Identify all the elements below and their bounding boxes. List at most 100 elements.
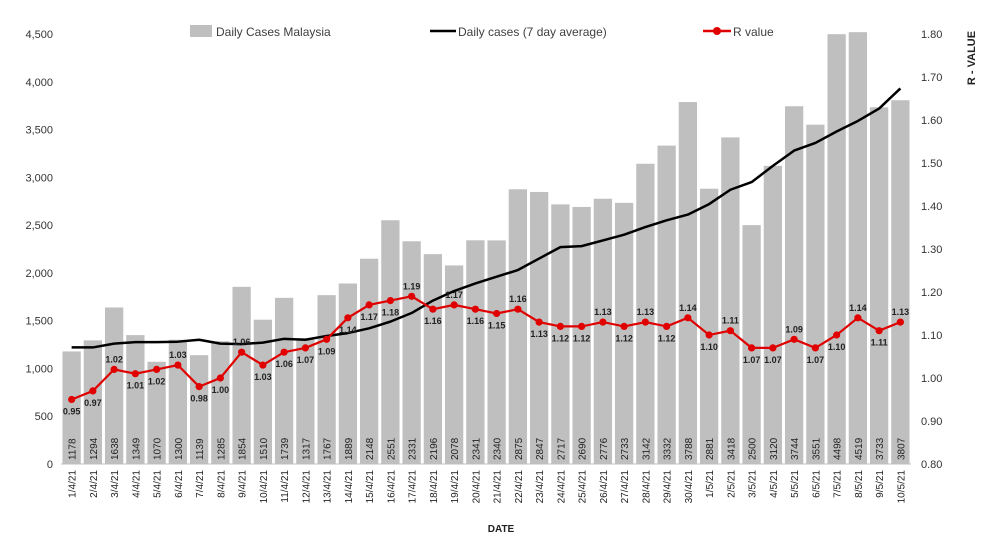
r-value-point [450, 301, 458, 309]
axes-group: 0 500 1,000 1,500 2,000 2,500 3,000 3,500 4,000 4… [25, 29, 942, 503]
r-value-label: 1.00 [212, 385, 230, 395]
x-tick-label: 5/4/21 [153, 470, 164, 498]
x-tick-label: 1/5/21 [705, 470, 716, 498]
bar-value-label: 2875 [514, 437, 525, 460]
bar [593, 198, 613, 464]
r-value-label: 1.07 [743, 355, 761, 365]
x-tick-label: 4/5/21 [769, 470, 780, 498]
r-value-group: 0.950.971.021.01 1.021.030.981.001.061.03… [63, 281, 909, 416]
bar-value-label: 1854 [238, 437, 249, 460]
x-tick-label: 19/4/21 [450, 470, 461, 504]
bar [508, 189, 528, 464]
r-value-label: 0.98 [190, 394, 208, 404]
legend-swatch-bars [190, 25, 212, 37]
x-tick-label: 18/4/21 [429, 470, 440, 504]
bar [338, 283, 358, 464]
r-value-label: 1.16 [424, 316, 442, 326]
bar-value-label: 3332 [663, 437, 674, 460]
x-tick-label: 7/4/21 [195, 470, 206, 498]
r-value-point [280, 348, 288, 356]
bar [763, 165, 783, 464]
bar [296, 338, 315, 464]
r-value-point [386, 297, 394, 305]
r-value-label: 1.15 [488, 321, 506, 331]
bar [657, 145, 676, 464]
bar-value-label: 3744 [790, 437, 801, 460]
r-value-point [790, 335, 798, 343]
bar-value-label: 1178 [68, 438, 79, 460]
r-value-label: 1.02 [148, 376, 166, 386]
x-tick-label: 17/4/21 [408, 470, 419, 504]
r-value-point [875, 327, 883, 335]
r-value-label: 1.03 [169, 350, 187, 360]
x-tick-label: 20/4/21 [471, 470, 482, 504]
x-tick-label: 30/4/21 [684, 470, 695, 504]
r-value-label: 1.09 [785, 324, 803, 334]
r-value-point [833, 331, 841, 339]
r-value-label: 1.13 [637, 307, 655, 317]
bar [721, 137, 740, 464]
x-tick-label: 2/5/21 [726, 470, 737, 498]
x-tick-label: 29/4/21 [663, 470, 674, 504]
bar-value-label: 2078 [450, 437, 461, 460]
bar-value-label: 3788 [684, 437, 695, 460]
bar-value-label: 2690 [578, 437, 589, 460]
r-value-label: 1.06 [275, 359, 293, 369]
bar [466, 240, 485, 464]
bar [572, 206, 591, 464]
x-tick-label: 8/5/21 [854, 470, 865, 498]
r-value-label: 1.17 [360, 312, 378, 322]
bar [381, 220, 400, 464]
bar-value-label: 3120 [769, 437, 780, 460]
x-tick-label: 28/4/21 [641, 470, 652, 504]
y-tick-label: 4,000 [25, 77, 53, 89]
r-value-label: 1.10 [700, 342, 718, 352]
bar [423, 254, 443, 464]
bar [83, 340, 103, 464]
x-tick-label: 25/4/21 [578, 470, 589, 504]
r-value-point [748, 344, 756, 352]
r-value-label: 1.13 [892, 307, 910, 317]
r-value-point [323, 335, 331, 343]
bar-value-label: 3551 [811, 437, 822, 460]
r-value-label: 1.09 [318, 346, 336, 356]
r-value-label: 1.13 [530, 329, 548, 339]
x-tick-label: 15/4/21 [365, 470, 376, 504]
r-value-label: 1.19 [403, 281, 421, 291]
r-value-point [131, 370, 139, 378]
y-tick-label: 3,500 [25, 125, 53, 137]
bar-value-label: 1767 [323, 437, 334, 460]
y2-tick-label: 1.60 [921, 115, 942, 127]
r-value-point [153, 365, 161, 373]
bar [699, 188, 719, 464]
x-tick-label: 11/4/21 [280, 470, 291, 503]
y2-tick-label: 1.70 [921, 72, 942, 84]
r-value-point [684, 314, 692, 322]
y2-tick-label: 1.40 [921, 201, 942, 213]
bar-value-label: 1139 [195, 438, 206, 460]
bar-value-label: 2340 [493, 437, 504, 460]
r-value-point [705, 331, 713, 339]
bar [444, 265, 464, 464]
bar [678, 102, 698, 464]
r-value-point [110, 365, 118, 373]
bar-value-label: 2148 [365, 437, 376, 460]
r-value-point [68, 395, 76, 404]
r-value-point [365, 301, 373, 309]
x-tick-label: 13/4/21 [323, 470, 334, 504]
r-value-label: 1.12 [552, 333, 570, 343]
r-value-point [726, 327, 734, 335]
x-tick-label: 16/4/21 [386, 470, 397, 504]
bar [614, 202, 634, 464]
bar-value-label: 2196 [429, 437, 440, 460]
r-value-point [620, 322, 628, 330]
bar-value-label: 1300 [174, 437, 185, 460]
bar [636, 163, 655, 464]
bars-group: 1178 1294 1638 1349 1070 1300 1139 1285 1854 1510… [62, 32, 910, 465]
bar [848, 32, 868, 464]
y-tick-label: 1,500 [25, 316, 53, 328]
r-value-label: 1.01 [127, 381, 145, 391]
y-tick-label: 2,000 [25, 268, 53, 280]
r-value-point [216, 374, 224, 382]
bar [487, 240, 506, 464]
